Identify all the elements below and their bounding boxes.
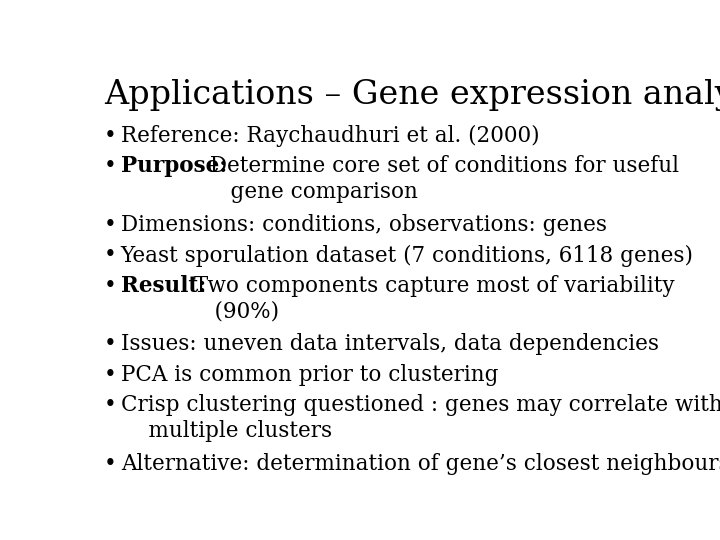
Text: Determine core set of conditions for useful: Determine core set of conditions for use… [203, 156, 679, 178]
Text: •: • [104, 333, 117, 355]
Text: Reference: Raychaudhuri et al. (2000): Reference: Raychaudhuri et al. (2000) [121, 125, 539, 147]
Text: Dimensions: conditions, observations: genes: Dimensions: conditions, observations: ge… [121, 214, 607, 236]
Text: •: • [104, 156, 117, 178]
Text: •: • [104, 125, 117, 147]
Text: Purpose:: Purpose: [121, 156, 227, 178]
Text: PCA is common prior to clustering: PCA is common prior to clustering [121, 364, 498, 386]
Text: Two components capture most of variability: Two components capture most of variabili… [186, 275, 675, 297]
Text: •: • [104, 394, 117, 416]
Text: •: • [104, 245, 117, 266]
Text: •: • [104, 453, 117, 475]
Text: Result:: Result: [121, 275, 206, 297]
Text: Crisp clustering questioned : genes may correlate with
    multiple clusters: Crisp clustering questioned : genes may … [121, 394, 720, 442]
Text: Applications – Gene expression analysis: Applications – Gene expression analysis [104, 79, 720, 111]
Text: Alternative: determination of gene’s closest neighbours: Alternative: determination of gene’s clo… [121, 453, 720, 475]
Text: •: • [104, 214, 117, 236]
Text: •: • [104, 275, 117, 297]
Text: Purpose:: Purpose: [121, 156, 227, 178]
Text: Issues: uneven data intervals, data dependencies: Issues: uneven data intervals, data depe… [121, 333, 659, 355]
Text: Alternative: determination of gene’s closest neighbours: Alternative: determination of gene’s clo… [121, 453, 720, 475]
Text: Reference: Raychaudhuri et al. (2000): Reference: Raychaudhuri et al. (2000) [121, 125, 539, 147]
Text: Two components capture most of variability
    (90%): Two components capture most of variabili… [186, 275, 675, 322]
Text: Determine core set of conditions for useful
    gene comparison: Determine core set of conditions for use… [203, 156, 679, 203]
Text: Yeast sporulation dataset (7 conditions, 6118 genes): Yeast sporulation dataset (7 conditions,… [121, 245, 693, 267]
Text: Dimensions: conditions, observations: genes: Dimensions: conditions, observations: ge… [121, 214, 607, 236]
Text: •: • [104, 364, 117, 386]
Text: Yeast sporulation dataset (7 conditions, 6118 genes): Yeast sporulation dataset (7 conditions,… [121, 245, 693, 267]
Text: Crisp clustering questioned : genes may correlate with: Crisp clustering questioned : genes may … [121, 394, 720, 416]
Text: Result:: Result: [121, 275, 206, 297]
Text: PCA is common prior to clustering: PCA is common prior to clustering [121, 364, 498, 386]
Text: Issues: uneven data intervals, data dependencies: Issues: uneven data intervals, data depe… [121, 333, 659, 355]
